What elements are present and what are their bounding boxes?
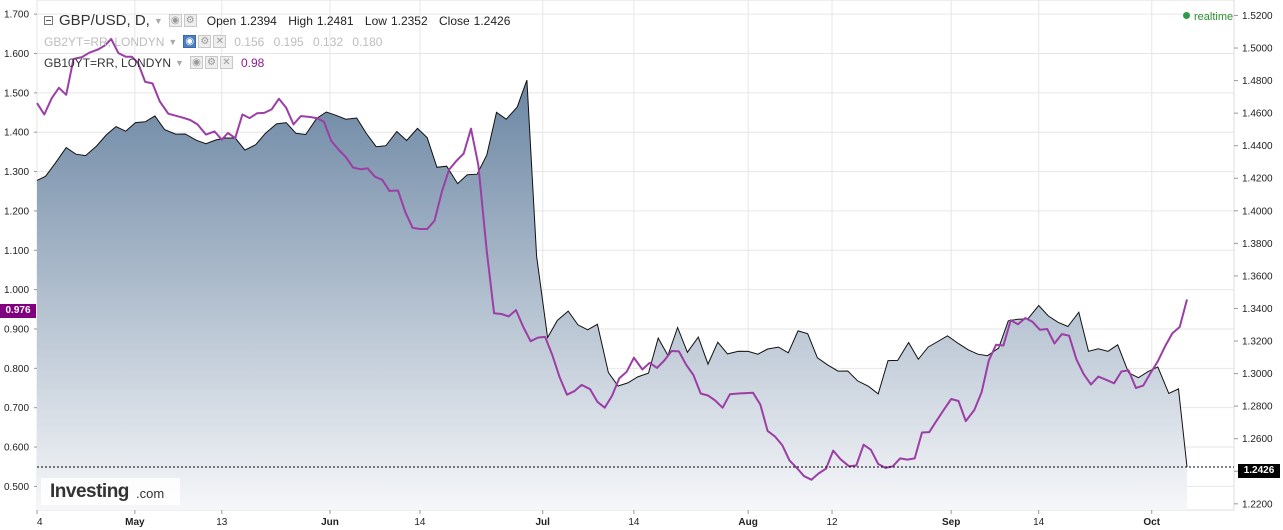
legend-series2: GB2YT=RR, LONDYN ▼ ◉ ⚙ ✕ 0.156 0.195 0.1…: [44, 31, 518, 52]
x-tick-label: 14: [1033, 517, 1045, 528]
x-tick-label: Jul: [535, 517, 550, 528]
y-left-tick-label: 1.100: [4, 246, 29, 257]
y-right-tick-label: 1.4400: [1242, 141, 1273, 152]
status-dot-icon: [1183, 12, 1190, 19]
price-series-line: [36, 79, 1188, 468]
x-tick-label: 14: [628, 517, 640, 528]
x-tick-label: Aug: [738, 517, 757, 528]
logo-brand: Investing: [50, 481, 129, 502]
realtime-indicator: realtime: [1183, 11, 1233, 23]
y-left-tick-label: 1.400: [4, 128, 29, 139]
collapse-toggle-icon[interactable]: [44, 16, 53, 25]
chevron-down-icon[interactable]: ▼: [153, 15, 163, 26]
logo-tld: .com: [136, 486, 165, 501]
yield-series-line: [36, 38, 1188, 481]
close-icon[interactable]: ✕: [219, 56, 233, 69]
y-left-tick-label: 1.300: [4, 167, 29, 178]
y-left-tick-label: 0.900: [4, 324, 29, 335]
series3-symbol[interactable]: GB10YT=RR, LONDYN: [44, 55, 172, 70]
series2-value: 0.195: [273, 34, 304, 49]
x-tick-label: Jun: [321, 517, 339, 528]
open-value: 1.2394: [240, 13, 277, 28]
y-right-tick-label: 1.3600: [1242, 271, 1273, 282]
y-left-tick-label: 1.200: [4, 206, 29, 217]
visibility-toggle-icon[interactable]: ◉: [183, 35, 197, 48]
close-value: 1.2426: [473, 13, 511, 28]
x-tick-label: 12: [826, 517, 838, 528]
yield-value-tag: 0.976: [0, 304, 36, 318]
y-right-tick-label: 1.2800: [1242, 402, 1273, 413]
visibility-toggle-icon[interactable]: ◉: [168, 14, 182, 27]
open-label: Open: [206, 13, 237, 28]
y-left-tick-label: 0.500: [4, 482, 29, 493]
legend-main: GBP/USD, D, ▼ ◉ ⚙ Open 1.2394 High 1.2481 …: [44, 10, 518, 31]
y-right-tick-label: 1.3200: [1242, 337, 1273, 348]
chevron-down-icon[interactable]: ▼: [175, 57, 184, 68]
y-right-tick-label: 1.3800: [1242, 239, 1273, 250]
y-left-tick-label: 1.000: [4, 285, 29, 296]
y-left-tick-label: 0.700: [4, 403, 29, 414]
low-label: Low: [364, 13, 387, 28]
y-left-tick-label: 1.700: [4, 10, 29, 21]
y-right-tick-label: 1.5000: [1242, 44, 1273, 55]
y-right-tick-label: 1.3400: [1242, 304, 1273, 315]
y-left-tick-label: 1.600: [4, 49, 29, 60]
investing-logo: Investing .com: [41, 478, 180, 505]
y-left-tick-label: 0.800: [4, 364, 29, 375]
series2-value: 0.132: [313, 34, 344, 49]
chevron-down-icon[interactable]: ▼: [168, 36, 178, 47]
main-symbol[interactable]: GBP/USD, D,: [59, 12, 150, 29]
x-tick-label: Oct: [1143, 517, 1160, 528]
legend: GBP/USD, D, ▼ ◉ ⚙ Open 1.2394 High 1.2481 …: [44, 10, 518, 73]
series2-value: 0.156: [234, 34, 265, 49]
close-label: Close: [438, 13, 470, 28]
settings-gear-icon[interactable]: ⚙: [183, 14, 197, 27]
y-left-tick-label: 0.600: [4, 443, 29, 454]
x-tick-label: Sep: [942, 517, 960, 528]
high-label: High: [288, 13, 313, 28]
series2-value: 0.180: [352, 34, 383, 49]
x-tick-label: 4: [37, 517, 43, 528]
left-axis: 0.500 0.600 0.700 0.800 0.900 1.000 1.100 1.200…: [4, 10, 37, 493]
y-right-tick-label: 1.4200: [1242, 174, 1273, 185]
y-right-tick-label: 1.3000: [1242, 369, 1273, 380]
y-right-tick-label: 1.4600: [1242, 109, 1273, 120]
y-right-tick-label: 1.2200: [1242, 499, 1273, 510]
x-tick-label: 14: [414, 517, 426, 528]
y-right-tick-label: 1.4000: [1242, 206, 1273, 217]
yield-line: [36, 38, 1188, 481]
realtime-label: realtime: [1194, 11, 1234, 23]
settings-gear-icon[interactable]: ⚙: [198, 35, 212, 48]
series2-symbol[interactable]: GB2YT=RR, LONDYN: [44, 34, 165, 49]
y-right-tick-label: 1.4800: [1242, 76, 1273, 87]
y-right-tick-label: 1.2600: [1242, 434, 1273, 445]
price-value-tag: 1.2426: [1238, 464, 1280, 478]
y-left-tick-label: 1.500: [4, 88, 29, 99]
settings-gear-icon[interactable]: ⚙: [204, 56, 218, 69]
visibility-toggle-icon[interactable]: ◉: [189, 56, 203, 69]
close-icon[interactable]: ✕: [213, 35, 227, 48]
price-area: [36, 79, 1188, 510]
legend-series3: GB10YT=RR, LONDYN ▼ ◉ ⚙ ✕ 0.98: [44, 52, 518, 73]
x-tick-label: 13: [216, 517, 228, 528]
series3-value: 0.98: [240, 55, 265, 70]
x-axis: 4 May 13 Jun 14 Jul 14 Aug 12 Sep 14 Oct: [36, 510, 1161, 528]
x-tick-label: May: [125, 517, 145, 528]
high-value: 1.2481: [316, 13, 354, 28]
y-right-tick-label: 1.5200: [1242, 11, 1273, 22]
right-axis: 1.22001.24001.26001.28001.30001.32001.34…: [1234, 11, 1273, 510]
price-area-fill: [37, 80, 1187, 510]
low-value: 1.2352: [390, 13, 428, 28]
